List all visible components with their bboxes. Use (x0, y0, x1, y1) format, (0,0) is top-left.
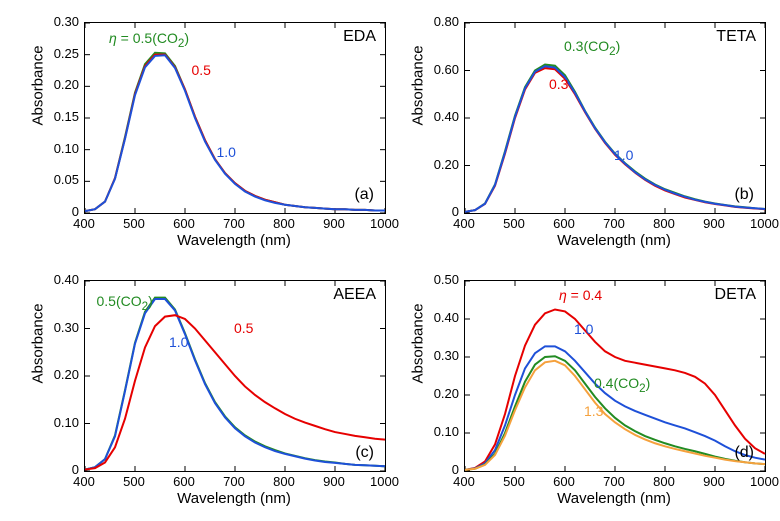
y-axis-label: Absorbance (410, 364, 427, 384)
y-axis-label: Absorbance (410, 106, 427, 126)
xtick-label: 700 (220, 474, 248, 489)
xtick-label: 700 (600, 474, 628, 489)
subplot-label-b: (b) (734, 186, 754, 204)
xtick-label: 600 (170, 216, 198, 231)
xtick-label: 1000 (750, 474, 778, 489)
ytick-label: 0.80 (434, 14, 459, 29)
ytick-label: 0.10 (54, 141, 79, 156)
xtick-label: 600 (550, 474, 578, 489)
series-annotation: 1.0 (217, 144, 236, 160)
xtick-label: 900 (320, 474, 348, 489)
series-annotation: 0.5(CO2) (97, 293, 153, 313)
series-line (85, 315, 385, 469)
ytick-label: 0.30 (54, 320, 79, 335)
xtick-label: 900 (320, 216, 348, 231)
ytick-label: 0.10 (434, 424, 459, 439)
subplot-label-d: (d) (734, 444, 754, 462)
ytick-label: 0.20 (434, 386, 459, 401)
panel-d: 400500600700800900100000.100.200.300.400… (402, 268, 772, 508)
plot-area-a (84, 22, 386, 214)
xtick-label: 500 (500, 216, 528, 231)
xtick-label: 800 (270, 216, 298, 231)
panel-b: 400500600700800900100000.200.400.600.80A… (402, 10, 772, 250)
ytick-label: 0 (72, 462, 79, 477)
xtick-label: 900 (700, 474, 728, 489)
ytick-label: 0.20 (434, 157, 459, 172)
y-axis-label: Absorbance (30, 364, 47, 384)
ytick-label: 0.30 (54, 14, 79, 29)
ytick-label: 0 (452, 204, 459, 219)
panel-title-b: TETA (716, 28, 756, 46)
panel-c: 400500600700800900100000.100.200.300.40A… (22, 268, 392, 508)
subplot-label-a: (a) (354, 186, 374, 204)
ytick-label: 0.15 (54, 109, 79, 124)
series-line (85, 55, 385, 211)
series-annotation: 0.5 (192, 62, 211, 78)
figure: 400500600700800900100000.050.100.150.200… (0, 0, 780, 521)
series-annotation: 0.3 (549, 76, 568, 92)
series-annotation: 1.0 (169, 334, 188, 350)
subplot-label-c: (c) (355, 444, 374, 462)
series-line (465, 68, 765, 212)
series-line (85, 55, 385, 211)
ytick-label: 0.40 (54, 272, 79, 287)
series-line (465, 346, 765, 470)
xtick-label: 900 (700, 216, 728, 231)
y-axis-label: Absorbance (30, 106, 47, 126)
xtick-label: 800 (650, 216, 678, 231)
x-axis-label: Wavelength (nm) (174, 490, 294, 507)
panel-title-c: AEEA (333, 286, 376, 304)
series-annotation: 0.3(CO2) (564, 38, 620, 58)
xtick-label: 600 (170, 474, 198, 489)
series-annotation: η = 0.5(CO2) (109, 30, 189, 50)
ytick-label: 0.25 (54, 46, 79, 61)
xtick-label: 1000 (750, 216, 778, 231)
ytick-label: 0.05 (54, 172, 79, 187)
x-axis-label: Wavelength (nm) (554, 232, 674, 249)
ytick-label: 0.20 (54, 367, 79, 382)
xtick-label: 800 (650, 474, 678, 489)
xtick-label: 500 (500, 474, 528, 489)
series-annotation: 0.4(CO2) (594, 375, 650, 395)
ytick-label: 0.60 (434, 62, 459, 77)
ytick-label: 0.30 (434, 348, 459, 363)
x-axis-label: Wavelength (nm) (174, 232, 294, 249)
xtick-label: 700 (600, 216, 628, 231)
xtick-label: 500 (120, 216, 148, 231)
series-line (85, 53, 385, 211)
panel-title-a: EDA (343, 28, 376, 46)
panel-a: 400500600700800900100000.050.100.150.200… (22, 10, 392, 250)
xtick-label: 700 (220, 216, 248, 231)
ytick-label: 0 (72, 204, 79, 219)
series-annotation: 1.0 (614, 147, 633, 163)
series-annotation: 1.0 (574, 321, 593, 337)
xtick-label: 800 (270, 474, 298, 489)
ytick-label: 0.10 (54, 415, 79, 430)
series-annotation: 1.3 (584, 403, 603, 419)
ytick-label: 0.20 (54, 77, 79, 92)
ytick-label: 0.40 (434, 310, 459, 325)
series-annotation: η = 0.4 (559, 287, 602, 303)
x-axis-label: Wavelength (nm) (554, 490, 674, 507)
ytick-label: 0.50 (434, 272, 459, 287)
xtick-label: 600 (550, 216, 578, 231)
ytick-label: 0.40 (434, 109, 459, 124)
series-annotation: 0.5 (234, 320, 253, 336)
xtick-label: 500 (120, 474, 148, 489)
xtick-label: 1000 (370, 474, 398, 489)
xtick-label: 1000 (370, 216, 398, 231)
ytick-label: 0 (452, 462, 459, 477)
panel-title-d: DETA (715, 286, 756, 304)
